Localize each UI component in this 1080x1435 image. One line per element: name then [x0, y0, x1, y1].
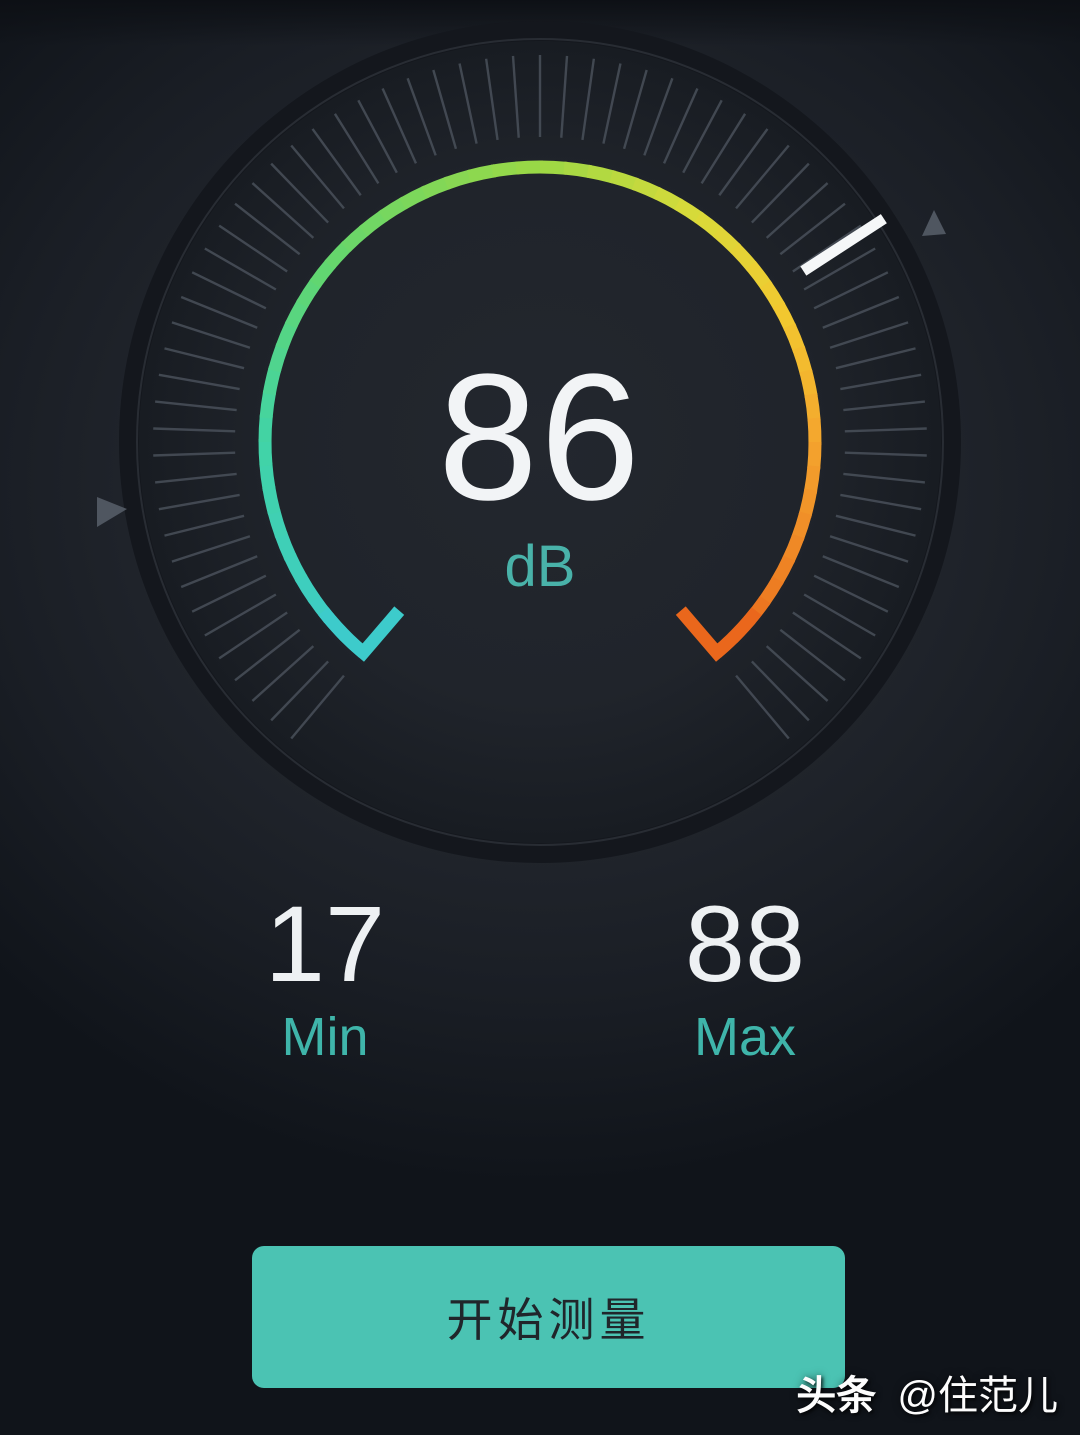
- watermark-handle: @住范儿: [897, 1374, 1058, 1418]
- max-label: Max: [693, 1007, 796, 1067]
- min-stat: 17 Min: [125, 883, 525, 1067]
- max-stat: 88 Max: [545, 883, 945, 1067]
- max-value: 88: [684, 883, 806, 1004]
- dial-face: [139, 41, 941, 843]
- gauge-dial: [97, 38, 946, 846]
- needle-indicator: [800, 214, 887, 276]
- min-value: 17: [264, 883, 386, 1004]
- level-arc: [258, 160, 822, 662]
- min-marker-arrow: [97, 497, 127, 527]
- min-label: Min: [281, 1007, 369, 1067]
- start-measure-button[interactable]: 开始测量: [252, 1246, 845, 1388]
- dial-rim-highlight: [136, 38, 944, 846]
- tick-marks: [153, 55, 927, 740]
- max-marker-arrow: [922, 210, 946, 236]
